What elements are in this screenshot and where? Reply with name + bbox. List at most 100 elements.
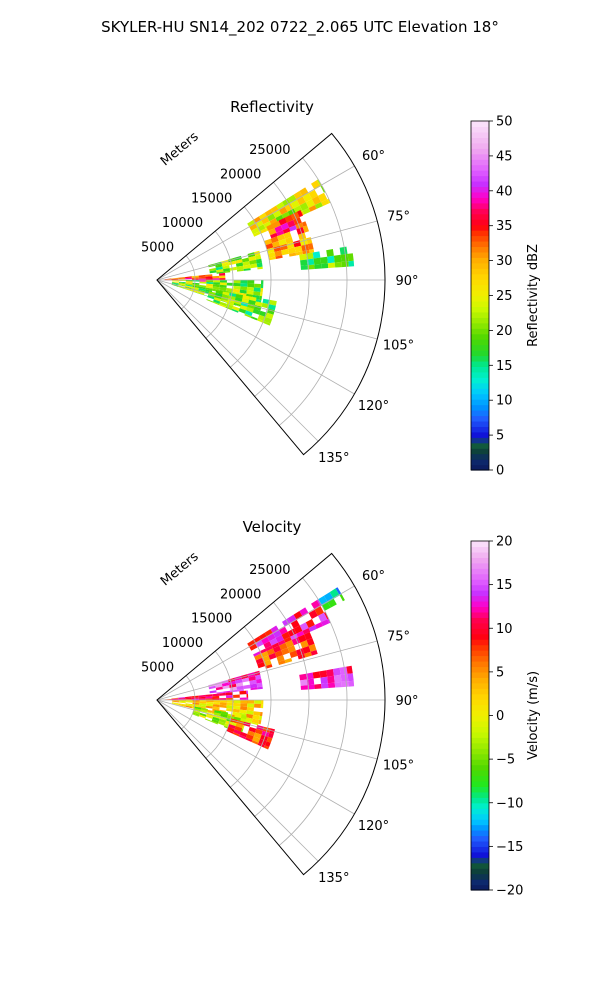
echo-cell: [235, 723, 244, 729]
echo-cell: [314, 202, 323, 209]
echo-cell: [198, 276, 206, 279]
colorbar-segment: [471, 350, 489, 357]
echo-cell: [272, 220, 281, 229]
echo-cell: [300, 265, 308, 270]
colorbar-tick-label: 20: [496, 535, 513, 550]
echo-cell: [285, 640, 294, 648]
echo-cell: [335, 587, 342, 596]
colorbar-segment: [471, 748, 489, 755]
echo-cell: [347, 673, 354, 682]
colorbar-tick-label: −15: [496, 840, 523, 855]
echo-cell: [233, 729, 241, 735]
echo-cell: [199, 701, 207, 704]
echo-cell: [307, 243, 314, 250]
colorbar-segment: [471, 568, 489, 575]
colorbar-segment: [471, 170, 489, 177]
echo-cell: [275, 255, 283, 259]
echo-cell: [253, 287, 261, 292]
echo-cell: [219, 282, 227, 286]
echo-cell: [304, 651, 312, 658]
colorbar-tick-label: 20: [496, 324, 513, 339]
echo-cell: [265, 243, 274, 250]
echo-cell: [270, 205, 279, 214]
echo-cell: [192, 282, 200, 285]
echo-cell: [287, 194, 297, 204]
colorbar-segment: [471, 415, 489, 422]
echo-cell: [213, 297, 222, 302]
echo-cell: [270, 625, 279, 634]
colorbar-tick-label: 0: [496, 464, 504, 479]
echo-cell: [185, 696, 192, 699]
echo-cell: [290, 619, 300, 629]
echo-cell: [261, 280, 264, 285]
echo-cell: [229, 686, 237, 691]
echo-cell: [199, 700, 207, 702]
echo-cell: [327, 618, 331, 624]
colorbar-segment: [471, 235, 489, 242]
echo-cell: [275, 634, 284, 643]
echo-cell: [300, 640, 309, 649]
echo-cell: [197, 291, 205, 295]
colorbar-segment: [471, 186, 489, 193]
echo-cell: [191, 290, 198, 294]
echo-cell: [281, 647, 290, 656]
range-ring: [254, 602, 310, 817]
echo-cell: [209, 690, 217, 694]
echo-cell: [293, 217, 302, 226]
echo-cell: [327, 198, 331, 204]
echo-cell: [215, 266, 223, 271]
echo-cell: [253, 291, 261, 296]
echo-cell: [250, 263, 258, 269]
echo-cell: [185, 281, 193, 283]
echo-cell: [226, 715, 235, 720]
range-ring: [205, 650, 234, 759]
echo-cell: [193, 708, 201, 712]
colorbar-segment: [471, 846, 489, 853]
echo-cell: [233, 285, 241, 290]
colorbar-segment: [471, 268, 489, 275]
echo-cell: [213, 299, 221, 304]
colorbar-segment: [471, 257, 489, 264]
echo-cell: [287, 247, 296, 254]
echo-cell: [235, 262, 244, 267]
echo-cell: [290, 633, 298, 640]
echo-cell: [232, 288, 240, 293]
colorbar-segment: [471, 420, 489, 427]
echo-cell: [216, 691, 224, 694]
echo-cell: [172, 281, 179, 284]
echo-cell: [259, 648, 267, 654]
echo-cell: [235, 682, 244, 687]
colorbar-segment: [471, 622, 489, 629]
colorbar-segment: [471, 126, 489, 133]
echo-cell: [320, 185, 326, 193]
colorbar-tick-label: 40: [496, 184, 513, 199]
echo-cell: [205, 276, 213, 279]
radial-tick-label: 10000: [162, 216, 203, 231]
echo-cell: [309, 249, 315, 254]
echo-cell: [339, 594, 345, 602]
echo-cell: [299, 253, 307, 261]
echo-cell: [263, 641, 272, 649]
echo-cell: [284, 658, 293, 664]
echo-cell: [219, 304, 226, 308]
echo-cell: [241, 298, 250, 304]
colorbar-segment: [471, 153, 489, 160]
echo-cell: [240, 286, 248, 291]
echo-cell: [289, 225, 297, 232]
colorbar-segment: [471, 230, 489, 237]
echo-cell: [241, 677, 250, 683]
colorbar-segment: [471, 617, 489, 624]
colorbar-segment: [471, 720, 489, 727]
colorbar-segment: [471, 797, 489, 804]
echo-cell: [228, 260, 236, 266]
echo-cell: [333, 674, 342, 683]
echo-cell: [340, 253, 349, 262]
echo-cell: [215, 684, 223, 688]
echo-cell: [185, 704, 193, 707]
echo-cell: [283, 231, 292, 239]
echo-cell: [220, 700, 227, 703]
angular-tick-label: 120°: [358, 399, 389, 414]
echo-cell: [242, 295, 250, 300]
echo-cell: [300, 679, 308, 686]
echo-cell: [239, 731, 248, 738]
